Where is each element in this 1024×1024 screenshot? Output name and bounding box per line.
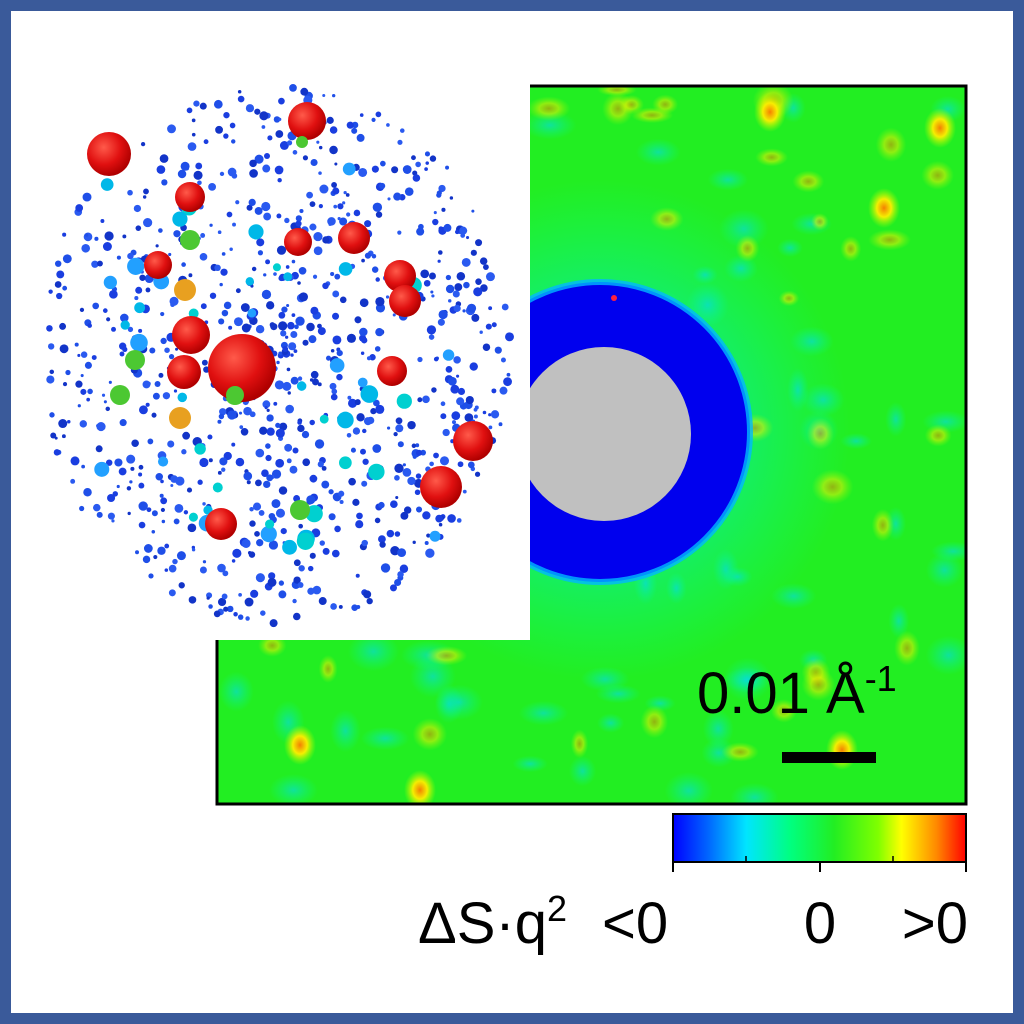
- beamstop: [517, 347, 691, 521]
- colorbar: ΔS·q2 <0 0 >0: [418, 813, 968, 956]
- colorbar-quantity-power: 2: [547, 888, 567, 929]
- svg-text:ΔS·q2: ΔS·q2: [418, 888, 567, 956]
- figure-canvas: 0.01 Å-1 ΔS·q2 <0 0 >0: [46, 84, 968, 956]
- atom-cluster-inset: [46, 84, 530, 640]
- scattering-map: [217, 86, 966, 804]
- scale-bar-label: 0.01 Å: [697, 661, 865, 726]
- svg-text:0.01 Å-1: 0.01 Å-1: [697, 658, 897, 726]
- colorbar-quantity: ΔS·q: [418, 891, 547, 956]
- scale-bar-exponent: -1: [865, 658, 897, 699]
- colorbar-gradient: [672, 813, 967, 863]
- colorbar-mid-label: 0: [804, 891, 836, 956]
- cluster-atoms: [46, 84, 514, 628]
- colorbar-low-label: <0: [602, 891, 668, 956]
- colorbar-high-label: >0: [902, 891, 968, 956]
- scale-bar: 0.01 Å-1: [697, 658, 897, 763]
- scale-bar-line: [782, 752, 876, 763]
